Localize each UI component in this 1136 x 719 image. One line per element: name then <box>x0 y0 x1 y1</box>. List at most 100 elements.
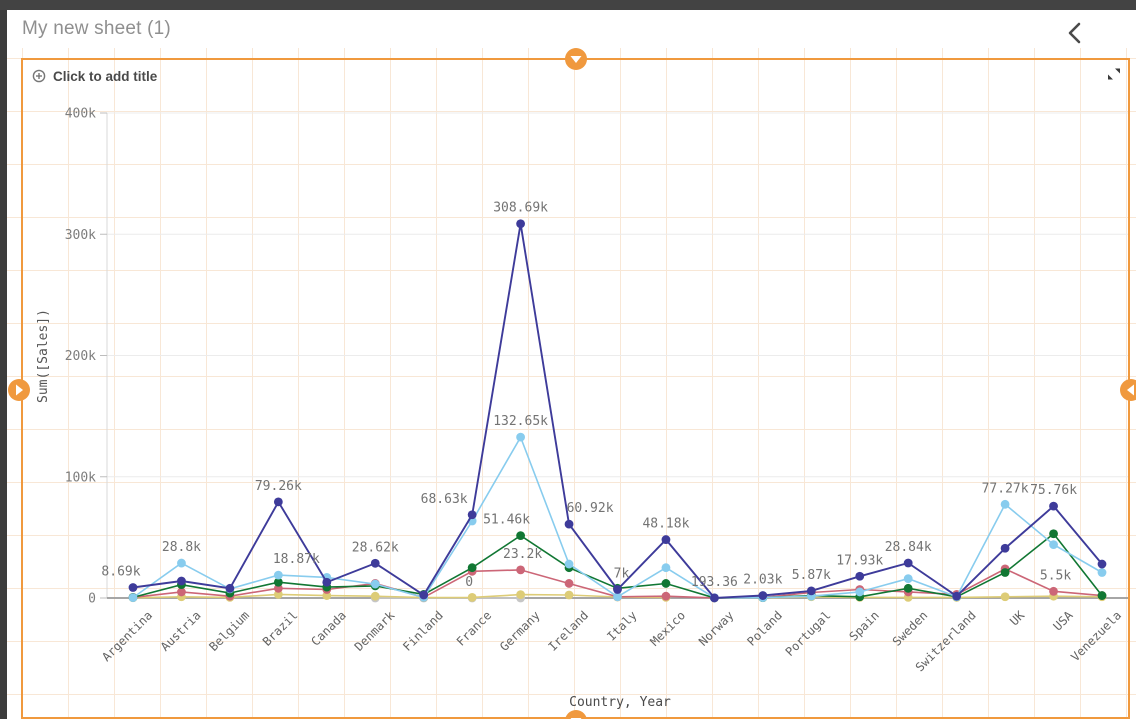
x-category-label: Spain <box>846 608 881 643</box>
data-point-navy-Norway[interactable] <box>710 593 719 603</box>
data-point-green-USA[interactable] <box>1049 529 1058 539</box>
data-point-green-Venezuela[interactable] <box>1097 591 1107 600</box>
data-point-green-Sweden[interactable] <box>903 583 913 593</box>
data-point-navy-France[interactable] <box>467 510 477 520</box>
data-point-label: 132.65k <box>493 414 548 429</box>
data-point-rose-Ireland[interactable] <box>564 579 574 588</box>
data-point-navy-Switzerland[interactable] <box>952 591 962 601</box>
data-point-navy-Ireland[interactable] <box>564 519 574 529</box>
data-point-green-Germany[interactable] <box>516 531 525 541</box>
data-point-label: 23.2k <box>503 547 542 562</box>
data-point-lightblue-USA[interactable] <box>1049 540 1058 550</box>
data-point-navy-UK[interactable] <box>1000 543 1010 553</box>
data-point-label: 28.84k <box>885 540 932 555</box>
x-category-label: France <box>454 608 495 649</box>
previous-sheet-chevron-icon[interactable] <box>1063 20 1087 46</box>
x-category-label: Poland <box>744 608 785 649</box>
left-chrome-bar <box>0 10 7 719</box>
data-point-lightblue-Spain[interactable] <box>855 587 865 597</box>
data-point-rose-Brazil[interactable] <box>273 583 283 593</box>
data-point-sand-France[interactable] <box>467 592 477 602</box>
data-point-navy-Poland[interactable] <box>758 591 768 600</box>
top-chrome-bar <box>0 0 1136 10</box>
data-point-navy-Finland[interactable] <box>419 590 429 600</box>
x-category-label: Germany <box>497 608 543 654</box>
data-point-sand-Brazil[interactable] <box>273 589 283 599</box>
x-category-label: Finland <box>400 608 446 654</box>
data-point-lightblue-Mexico[interactable] <box>661 563 671 573</box>
x-category-label: Sweden <box>890 608 931 649</box>
y-axis-title: Sum([Sales]) <box>36 309 51 403</box>
data-point-navy-Sweden[interactable] <box>903 558 913 568</box>
data-point-label: 79.26k <box>255 479 302 494</box>
x-category-label: Italy <box>604 608 639 643</box>
data-point-green-Brazil[interactable] <box>273 577 283 587</box>
data-point-green-France[interactable] <box>467 563 477 573</box>
data-point-rose-Germany[interactable] <box>516 565 525 575</box>
data-point-lightblue-Sweden[interactable] <box>903 574 913 583</box>
x-category-label: USA <box>1050 608 1076 634</box>
y-tick-label: 400k <box>65 107 96 122</box>
data-point-label: 48.18k <box>642 517 689 532</box>
data-point-navy-Austria[interactable] <box>177 576 186 586</box>
x-category-label: Mexico <box>648 608 689 649</box>
data-point-sand-Ireland[interactable] <box>564 590 574 600</box>
data-point-navy-Mexico[interactable] <box>661 535 671 544</box>
data-point-lightblue-Austria[interactable] <box>177 558 186 568</box>
data-point-label: 28.62k <box>352 540 399 555</box>
data-point-sand-UK[interactable] <box>1000 592 1010 602</box>
data-point-navy-Italy[interactable] <box>613 585 622 594</box>
data-point-navy-Portugal[interactable] <box>806 586 816 596</box>
x-category-label: UK <box>1007 608 1028 629</box>
x-category-label: Canada <box>308 608 349 649</box>
series-line-navy[interactable] <box>132 223 1103 599</box>
data-point-navy-Denmark[interactable] <box>370 558 380 568</box>
data-point-label: 7k <box>614 567 630 582</box>
data-point-navy-Argentina[interactable] <box>128 583 138 592</box>
data-point-lightblue-Brazil[interactable] <box>273 570 283 580</box>
data-point-navy-Canada[interactable] <box>322 577 332 587</box>
data-point-green-UK[interactable] <box>1000 568 1010 577</box>
x-category-label: Ireland <box>546 608 592 654</box>
sheet-title: My new sheet (1) <box>22 18 171 39</box>
data-point-label: 308.69k <box>493 201 548 216</box>
data-point-sand-Germany[interactable] <box>516 590 525 600</box>
data-point-lightblue-UK[interactable] <box>1000 499 1010 509</box>
data-point-rose-Austria[interactable] <box>177 587 186 597</box>
x-category-label: Argentina <box>99 608 155 664</box>
data-point-lightblue-Italy[interactable] <box>613 592 622 602</box>
data-point-lightblue-Venezuela[interactable] <box>1097 568 1107 577</box>
selection-handle-left[interactable] <box>8 379 30 401</box>
series-line-sand[interactable] <box>132 593 1103 599</box>
data-point-navy-Germany[interactable] <box>516 219 525 229</box>
data-point-sand-Denmark[interactable] <box>370 591 380 601</box>
data-point-navy-Belgium[interactable] <box>225 583 235 593</box>
data-point-lightblue-Denmark[interactable] <box>370 579 380 589</box>
data-point-navy-USA[interactable] <box>1049 501 1058 511</box>
selection-handle-top[interactable] <box>565 48 587 70</box>
chart-title-placeholder[interactable]: Click to add title <box>32 65 157 87</box>
data-point-navy-Venezuela[interactable] <box>1097 559 1107 569</box>
y-tick-label: 0 <box>88 592 96 607</box>
data-point-rose-USA[interactable] <box>1049 586 1058 596</box>
x-axis-title: Country, Year <box>569 695 671 710</box>
data-point-lightblue-Ireland[interactable] <box>564 559 574 569</box>
fullscreen-expand-icon[interactable] <box>1106 66 1122 82</box>
data-point-lightblue-Germany[interactable] <box>516 432 525 442</box>
data-point-lightblue-Argentina[interactable] <box>128 593 138 603</box>
data-point-sand-Canada[interactable] <box>322 591 332 600</box>
data-point-navy-Brazil[interactable] <box>273 497 283 507</box>
data-point-label: 75.76k <box>1030 483 1077 498</box>
x-category-label: Brazil <box>260 608 301 649</box>
data-point-rose-Mexico[interactable] <box>661 591 671 601</box>
selection-handle-right[interactable] <box>1120 379 1136 401</box>
data-point-label: 68.63k <box>421 492 468 507</box>
data-point-green-Mexico[interactable] <box>661 579 671 588</box>
sheet-edit-grid <box>7 48 1136 719</box>
x-category-label: Denmark <box>352 608 398 654</box>
data-point-navy-Spain[interactable] <box>855 571 865 581</box>
data-point-label: 193.36 <box>691 575 738 590</box>
selection-handle-bottom[interactable] <box>565 710 587 719</box>
data-point-label: 5.5k <box>1040 568 1071 583</box>
